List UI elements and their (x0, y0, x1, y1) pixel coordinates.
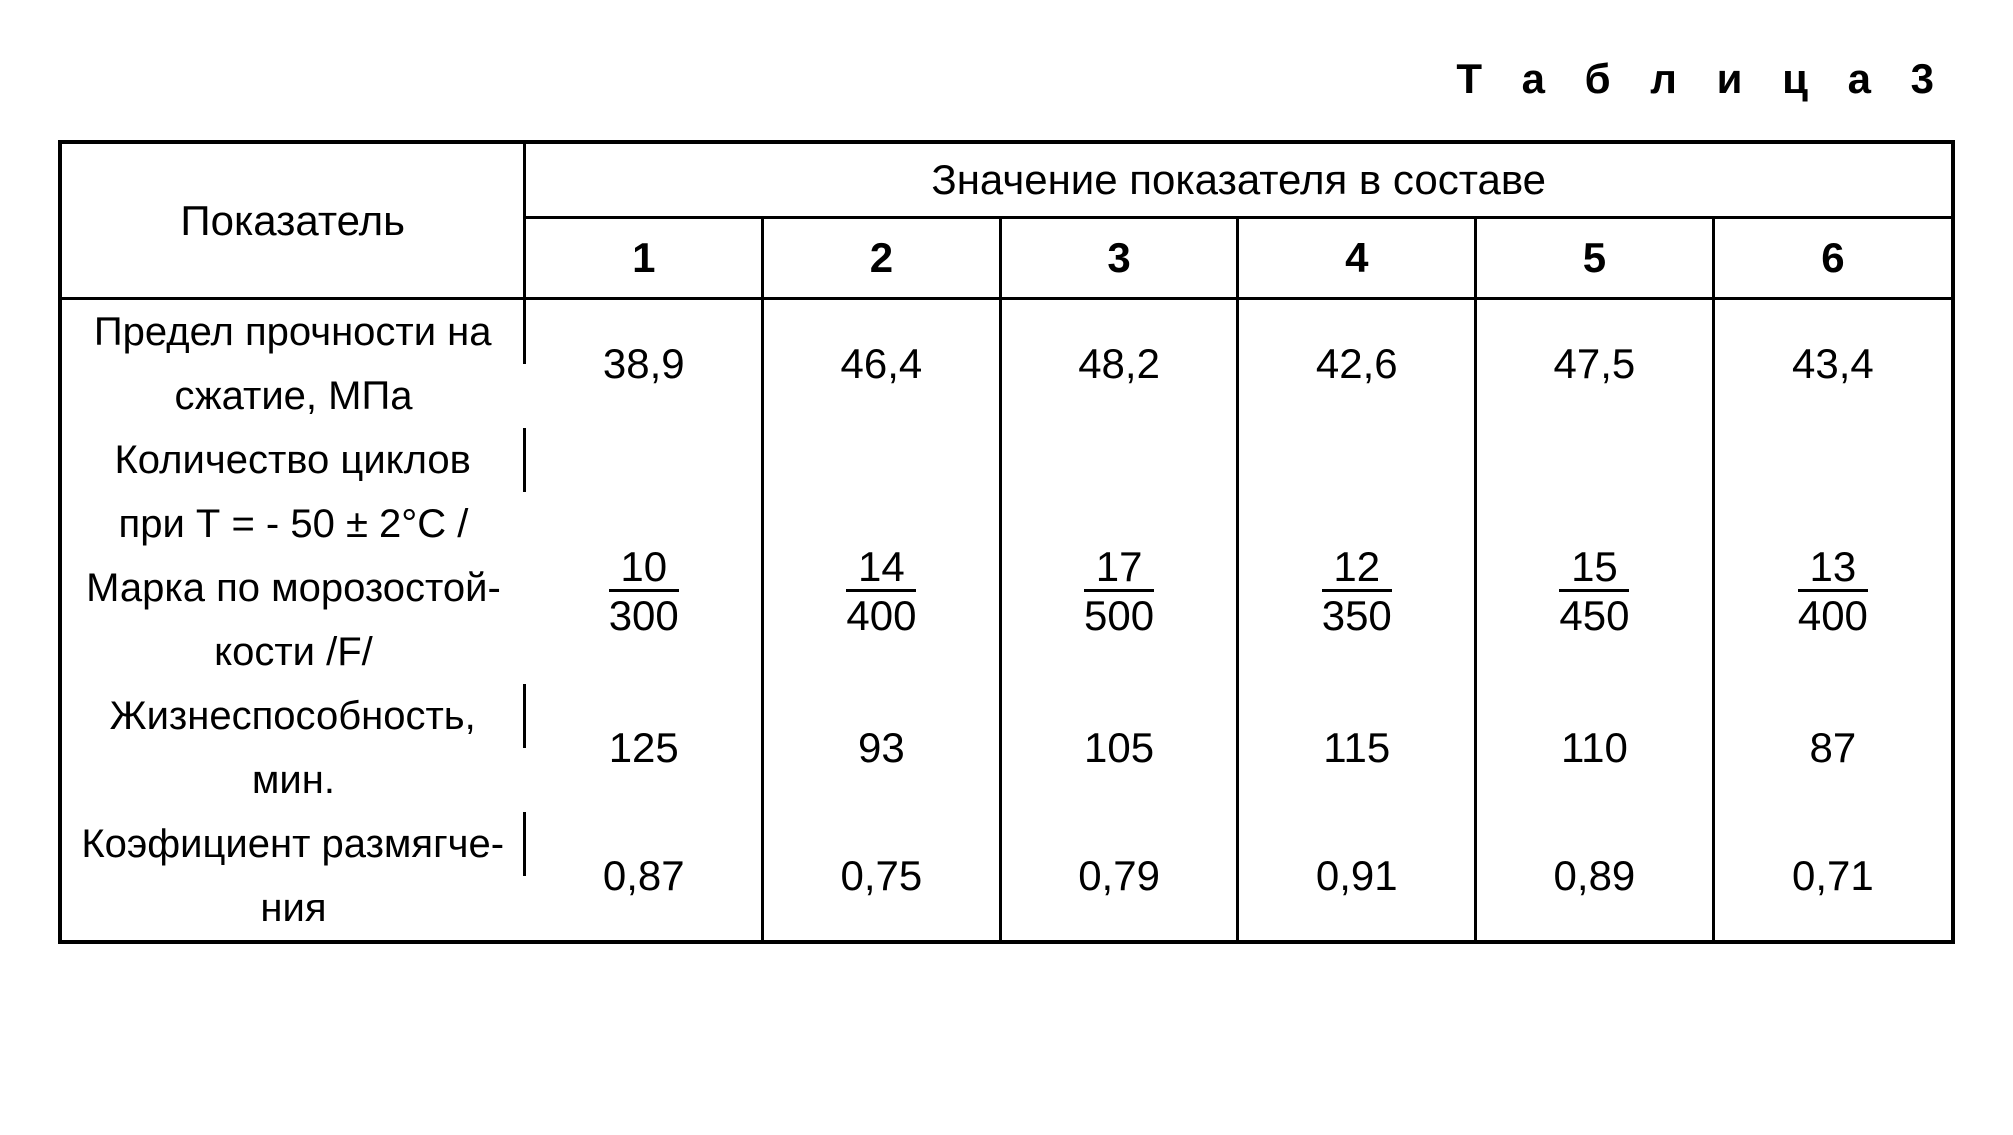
row1-label-line2: сжатие, МПа (62, 364, 525, 428)
fraction-numerator: 10 (609, 545, 679, 589)
table-cell: 12 350 (1238, 428, 1476, 684)
row2-label-line3: Марка по морозостой- (62, 556, 525, 620)
table-cell: 0,87 (525, 812, 763, 940)
table-cell: 93 (763, 684, 1001, 812)
row2-label-line2: при Т = - 50 ± 2°С / (62, 492, 525, 556)
table-cell: 0,75 (763, 812, 1001, 940)
row2-label-line1: Количество циклов (62, 428, 525, 492)
table-cell: 87 (1713, 684, 1951, 812)
table-cell: 46,4 (763, 299, 1001, 429)
table-cell: 10 300 (525, 428, 763, 684)
fraction: 12 350 (1322, 545, 1392, 638)
fraction-denominator: 400 (846, 589, 916, 638)
table-cell: 43,4 (1713, 299, 1951, 429)
table-cell: 14 400 (763, 428, 1001, 684)
header-col-1: 1 (525, 218, 763, 299)
fraction: 10 300 (609, 545, 679, 638)
header-col-6: 6 (1713, 218, 1951, 299)
header-col-5: 5 (1476, 218, 1714, 299)
row1-label-line1: Предел прочности на (62, 299, 525, 365)
fraction: 13 400 (1798, 545, 1868, 638)
header-col-2: 2 (763, 218, 1001, 299)
row3-label-line2: мин. (62, 748, 525, 812)
table-cell: 15 450 (1476, 428, 1714, 684)
row4-label-line1: Коэфициент размягче- (62, 812, 525, 876)
fraction-denominator: 300 (609, 589, 679, 638)
data-table: Показатель Значение показателя в составе… (58, 140, 1955, 944)
table-cell: 0,89 (1476, 812, 1714, 940)
row2-label-line4: кости /F/ (62, 620, 525, 684)
fraction: 14 400 (846, 545, 916, 638)
table-cell: 0,79 (1000, 812, 1238, 940)
table-cell: 47,5 (1476, 299, 1714, 429)
fraction-denominator: 350 (1322, 589, 1392, 638)
row4-label-line2: ния (62, 876, 525, 940)
fraction-denominator: 500 (1084, 589, 1154, 638)
header-values-group: Значение показателя в составе (525, 144, 1951, 218)
table-cell: 48,2 (1000, 299, 1238, 429)
fraction-numerator: 14 (846, 545, 916, 589)
table-caption: Т а б л и ц а 3 (1456, 55, 1948, 103)
table-cell: 110 (1476, 684, 1714, 812)
fraction-numerator: 12 (1322, 545, 1392, 589)
table-cell: 0,91 (1238, 812, 1476, 940)
row3-label-line1: Жизнеспособность, (62, 684, 525, 748)
table-cell: 115 (1238, 684, 1476, 812)
table-cell: 0,71 (1713, 812, 1951, 940)
fraction: 17 500 (1084, 545, 1154, 638)
table-cell: 42,6 (1238, 299, 1476, 429)
fraction-numerator: 13 (1798, 545, 1868, 589)
fraction: 15 450 (1559, 545, 1629, 638)
fraction-denominator: 400 (1798, 589, 1868, 638)
table-cell: 13 400 (1713, 428, 1951, 684)
table-cell: 125 (525, 684, 763, 812)
header-col-3: 3 (1000, 218, 1238, 299)
table-cell: 105 (1000, 684, 1238, 812)
fraction-denominator: 450 (1559, 589, 1629, 638)
fraction-numerator: 17 (1084, 545, 1154, 589)
table-cell: 17 500 (1000, 428, 1238, 684)
table-cell: 38,9 (525, 299, 763, 429)
header-param: Показатель (62, 144, 525, 299)
header-col-4: 4 (1238, 218, 1476, 299)
fraction-numerator: 15 (1559, 545, 1629, 589)
